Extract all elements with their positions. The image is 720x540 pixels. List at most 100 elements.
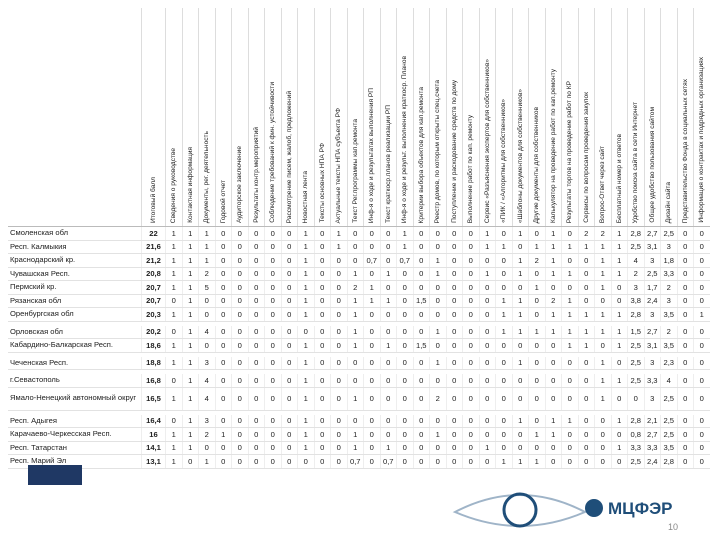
column-header-text: Контактная информация (186, 147, 194, 223)
column-header-text: «Шаблоны документов для собственников» (516, 88, 524, 223)
column-header: Актуальные тексты НПА субъекта РФ (330, 8, 347, 226)
score-cell: 0 (214, 240, 232, 253)
score-cell: 0 (676, 441, 694, 454)
score-cell: 2,5 (627, 240, 644, 253)
score-cell: 0 (264, 227, 281, 240)
score-cell: 1 (561, 267, 578, 280)
score-cell: 0 (511, 428, 529, 441)
score-cell: 0 (495, 254, 512, 267)
region-name: Респ. Калмыкия (10, 241, 67, 251)
score-cell: 1 (165, 356, 182, 369)
column-header-text: Представительство Фонда в социальных сет… (681, 78, 689, 223)
score-cell: 0 (610, 294, 628, 307)
score-cell: 1 (577, 308, 595, 321)
total-score: 16,4 (141, 414, 165, 427)
score-cell: 0 (693, 325, 710, 338)
score-cell: 3 (643, 387, 661, 410)
score-cell: 1 (165, 428, 182, 441)
score-cell: 0 (429, 227, 446, 240)
region-name: Чеченская Респ. (10, 357, 69, 367)
score-cell: 2 (429, 387, 446, 410)
score-cell: 0 (693, 428, 710, 441)
score-cell: 0 (429, 339, 446, 352)
score-cell: 0 (231, 308, 248, 321)
score-cell: 1 (297, 356, 314, 369)
score-cell: 1 (610, 339, 628, 352)
total-score: 18,8 (141, 356, 165, 369)
score-cell: 0 (165, 414, 182, 427)
score-cell: 1 (297, 267, 314, 280)
nav-button[interactable] (28, 465, 82, 485)
score-cell: 0 (313, 240, 331, 253)
score-cell: 3 (198, 356, 215, 369)
score-cell: 3 (198, 414, 215, 427)
score-cell: 1 (544, 325, 562, 338)
score-cell: 1 (181, 428, 199, 441)
score-cell: 0 (181, 455, 199, 468)
score-cell: 1 (429, 356, 446, 369)
score-cell: 0 (429, 441, 446, 454)
total-score: 16 (141, 428, 165, 441)
score-cell: 0 (264, 441, 281, 454)
score-cell: 0 (462, 356, 479, 369)
table-row: Оренбургская обл 20,3 1 1 0 0 0 0 0 0 1 0 0 1 0 0 0 0 0 0 0 0… (8, 308, 710, 322)
column-header: «Шаблоны документов для собственников» (511, 8, 529, 226)
score-cell: 2,5 (660, 227, 677, 240)
score-cell: 2,5 (643, 267, 661, 280)
score-cell: 0 (313, 387, 331, 410)
score-cell: 0 (478, 254, 496, 267)
score-cell: 0 (363, 441, 380, 454)
score-cell: 1 (297, 254, 314, 267)
score-cell: 0 (676, 414, 694, 427)
score-cell: 0 (693, 339, 710, 352)
score-cell: 0 (610, 428, 628, 441)
score-cell: 1 (379, 267, 397, 280)
region-name: Респ. Татарстан (10, 442, 67, 452)
score-cell: 0 (396, 374, 413, 387)
score-cell: 0 (495, 428, 512, 441)
column-header-text: Тексты основных НПА РФ (318, 143, 326, 223)
column-header: Бесплатный номер и ответов (610, 8, 628, 226)
score-cell: 1 (544, 254, 562, 267)
score-cell: 2,8 (627, 414, 644, 427)
score-cell: 3,3 (627, 441, 644, 454)
score-cell: 2,5 (627, 339, 644, 352)
total-score: 21,2 (141, 254, 165, 267)
table-row: Чеченская Респ. 18,8 1 1 3 0 0 0 0 0 1 0 0 0 0 0 0 0 1 0 0 0 0… (8, 356, 710, 370)
score-cell: 1 (198, 240, 215, 253)
score-cell: 0 (445, 387, 463, 410)
score-cell: 0 (247, 374, 265, 387)
score-cell: 0 (346, 356, 364, 369)
score-cell: 0 (676, 240, 694, 253)
table-row: Краснодарский кр. 21,2 1 1 1 0 0 0 0 0 1 0 0 0 0,7 0 0,7… (8, 254, 710, 268)
score-cell: 0 (511, 387, 529, 410)
score-cell: 0 (445, 294, 463, 307)
score-cell: 1 (165, 441, 182, 454)
score-cell: 0 (231, 240, 248, 253)
score-cell: 1 (495, 240, 512, 253)
score-cell: 0 (247, 441, 265, 454)
score-cell: 0 (346, 254, 364, 267)
score-cell: 0 (330, 339, 347, 352)
score-cell: 0 (429, 240, 446, 253)
column-header: Текст Рег.программы кап.ремонта (346, 8, 364, 226)
score-cell: 0 (412, 441, 430, 454)
score-cell: 0 (561, 455, 578, 468)
column-header: Тексты основных НПА РФ (313, 8, 331, 226)
score-cell: 0 (231, 339, 248, 352)
score-cell: 0 (462, 455, 479, 468)
score-cell: 0 (264, 428, 281, 441)
score-cell: 0 (363, 414, 380, 427)
column-header-text: Информация о контрактах и подрядных орга… (698, 57, 706, 223)
score-cell: 0 (478, 294, 496, 307)
total-score: 21,6 (141, 240, 165, 253)
score-cell: 0 (676, 455, 694, 468)
column-header-text: «ПИК / «Алгоритмы для собственников» (500, 99, 508, 223)
score-cell: 0 (511, 339, 529, 352)
score-cell: 0 (412, 356, 430, 369)
score-cell: 0 (214, 374, 232, 387)
score-cell: 0 (379, 374, 397, 387)
score-cell: 0 (676, 281, 694, 294)
score-cell: 0 (412, 428, 430, 441)
column-header-text: Калькулятор на проведение работ по кап.р… (549, 69, 557, 223)
